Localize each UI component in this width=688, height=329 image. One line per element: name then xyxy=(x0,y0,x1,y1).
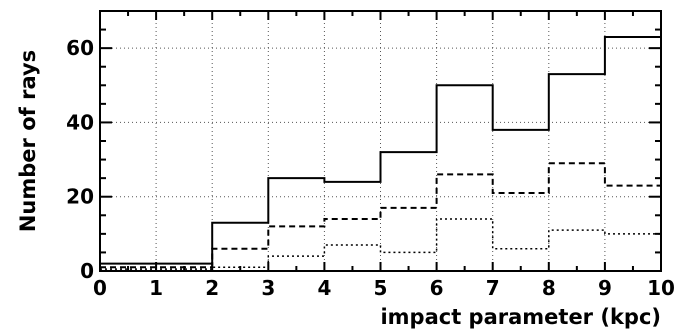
series-layer xyxy=(100,36,661,270)
y-tick-label: 60 xyxy=(66,36,94,60)
y-tick-label: 20 xyxy=(66,185,94,209)
x-tick-label: 9 xyxy=(598,276,612,300)
x-tick-labels: 0 1 2 3 4 5 6 7 8 9 10 xyxy=(93,276,675,300)
x-tick-label: 0 xyxy=(93,276,107,300)
grid xyxy=(100,11,661,271)
x-tick-label: 1 xyxy=(149,276,163,300)
x-tick-label: 7 xyxy=(486,276,500,300)
y-tick-labels: 0 20 40 60 xyxy=(66,36,94,283)
series-dotted-step-line xyxy=(100,218,661,270)
series-dashed-step-line xyxy=(100,162,661,269)
x-axis-title: impact parameter (kpc) xyxy=(380,305,661,329)
x-tick-label: 2 xyxy=(205,276,219,300)
axis-ticks xyxy=(99,10,662,272)
y-tick-label: 40 xyxy=(66,110,94,134)
series-solid-step-line xyxy=(100,36,661,265)
y-tick-label: 0 xyxy=(80,259,94,283)
x-tick-label: 10 xyxy=(647,276,675,300)
x-tick-label: 3 xyxy=(261,276,275,300)
x-tick-label: 6 xyxy=(430,276,444,300)
x-tick-label: 5 xyxy=(374,276,388,300)
x-tick-label: 4 xyxy=(317,276,331,300)
x-tick-label: 8 xyxy=(542,276,556,300)
y-axis-title: Number of rays xyxy=(16,50,40,232)
